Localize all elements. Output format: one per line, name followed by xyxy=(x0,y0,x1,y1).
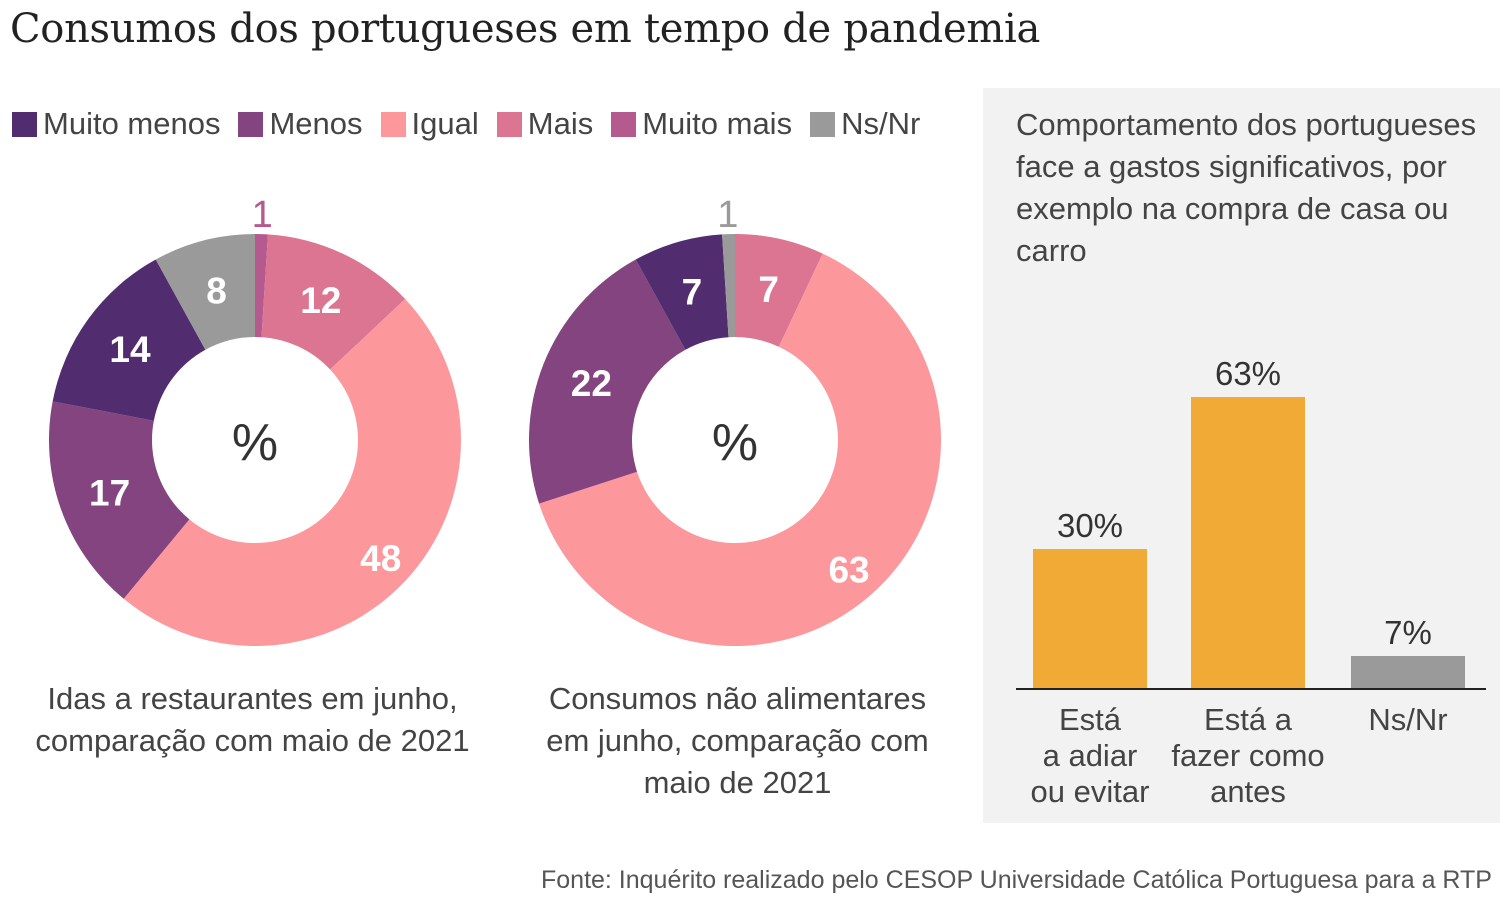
legend-label: Mais xyxy=(527,106,594,141)
source-footer: Fonte: Inquérito realizado pelo CESOP Un… xyxy=(540,866,1492,894)
donut-data-label: 8 xyxy=(206,270,227,311)
legend-item: Muito menos xyxy=(12,106,220,142)
legend-swatch xyxy=(496,111,522,137)
bar xyxy=(1351,655,1465,688)
bar-value-label: 63% xyxy=(1214,355,1282,392)
bar-category-line: Está xyxy=(1058,702,1122,737)
legend-label: Igual xyxy=(411,106,479,141)
caption-line: maio de 2021 xyxy=(643,765,832,800)
legend-label: Ns/Nr xyxy=(841,106,921,141)
donut-data-label: 63 xyxy=(828,549,869,590)
donut-data-label: 7 xyxy=(682,272,703,313)
donut-slice-ns-nr xyxy=(155,234,255,350)
legend: Muito menos Menos Igual Mais Muito mais … xyxy=(12,106,938,142)
legend-item: Menos xyxy=(238,106,363,142)
bar xyxy=(1033,549,1147,688)
donut-data-label: 7 xyxy=(758,269,779,310)
legend-swatch xyxy=(810,111,836,137)
donut-slice-menos xyxy=(529,259,686,504)
page-title: Consumos dos portugueses em tempo de pan… xyxy=(10,6,1040,52)
donut-data-label: 14 xyxy=(109,329,151,370)
bar-chart-title: Comportamento dos portugueses face a gas… xyxy=(1016,107,1477,268)
bar-category-line: antes xyxy=(1210,774,1286,809)
donut-data-label: 12 xyxy=(300,280,341,321)
legend-swatch xyxy=(611,111,637,137)
caption-line: Idas a restaurantes em junho, xyxy=(47,681,458,716)
donut-slice-mais xyxy=(735,234,823,347)
donut-center-label: % xyxy=(712,414,758,472)
donut-center-label: % xyxy=(232,414,278,472)
donut-slice-muito-menos xyxy=(635,234,729,350)
legend-item: Ns/Nr xyxy=(810,106,920,142)
legend-label: Menos xyxy=(269,106,363,141)
bar-category-line: ou evitar xyxy=(1030,774,1150,809)
donut-slice-menos xyxy=(48,401,190,599)
bar-category-line: a adiar xyxy=(1042,738,1138,773)
bar-category-label: Está a adiar ou evitar xyxy=(988,702,1192,810)
legend-item: Igual xyxy=(380,106,479,142)
bar-chart-panel: Comportamento dos portugueses face a gas… xyxy=(983,88,1500,823)
legend-swatch xyxy=(12,111,37,137)
legend-item: Mais xyxy=(496,106,594,142)
donut-data-label: 48 xyxy=(360,538,401,579)
donut-slice-ns-nr xyxy=(722,234,735,338)
donut-data-label: 1 xyxy=(252,194,273,236)
x-axis-line xyxy=(1016,688,1486,690)
bar-category-line: Ns/Nr xyxy=(1368,702,1448,737)
donut-data-label: 22 xyxy=(571,363,612,404)
bar-category-label: Está a fazer como antes xyxy=(1146,702,1350,810)
legend-swatch xyxy=(380,111,406,137)
donut-slice-muito-mais xyxy=(255,234,268,338)
donut-caption-restaurants: Idas a restaurantes em junho, comparação… xyxy=(0,678,505,762)
bar-value-label: 30% xyxy=(1056,507,1124,545)
donut-slice-igual xyxy=(123,298,461,646)
donut-chart-non-food: 7 63 22 71% xyxy=(529,194,941,646)
caption-line: Consumos não alimentares xyxy=(548,681,927,716)
legend-swatch xyxy=(238,111,264,137)
bar-category-label: Ns/Nr xyxy=(1306,702,1500,738)
bar-value-label: 7% xyxy=(1384,613,1432,651)
donut-chart-restaurants: 1 12 48 17 14 8% xyxy=(48,194,461,646)
bar-category-line: Está a xyxy=(1204,702,1292,737)
bar-category-line: fazer como xyxy=(1171,738,1325,773)
donut-slice-muito-menos xyxy=(52,259,206,421)
donut-caption-non-food: Consumos não alimentares em junho, compa… xyxy=(505,678,970,804)
caption-line: em junho, comparação com xyxy=(546,723,929,758)
donut-data-label: 1 xyxy=(717,194,738,236)
donut-data-label: 17 xyxy=(89,472,130,513)
donut-slice-igual xyxy=(539,253,941,646)
legend-label: Muito mais xyxy=(642,106,793,141)
legend-label: Muito menos xyxy=(43,106,221,141)
caption-line: comparação com maio de 2021 xyxy=(35,723,470,758)
donut-slice-mais xyxy=(261,234,406,370)
bar xyxy=(1191,397,1305,688)
legend-item: Muito mais xyxy=(611,106,792,142)
